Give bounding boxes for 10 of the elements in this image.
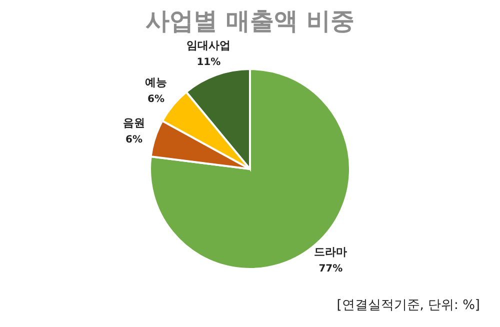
chart-title: 사업별 매출액 비중 xyxy=(146,7,354,36)
text: [연결실적기준, 단위: %] xyxy=(336,297,480,314)
slice-label: 예능 xyxy=(144,76,167,90)
slice-label: 임대사업 xyxy=(186,39,231,52)
slice-label: 음원 xyxy=(122,116,145,130)
data-label: 11% xyxy=(196,57,221,68)
slice-label: 드라마 xyxy=(314,246,348,259)
data-label: 6% xyxy=(148,94,164,106)
data-label: 6% xyxy=(125,134,142,146)
data-label: 77% xyxy=(318,264,343,275)
